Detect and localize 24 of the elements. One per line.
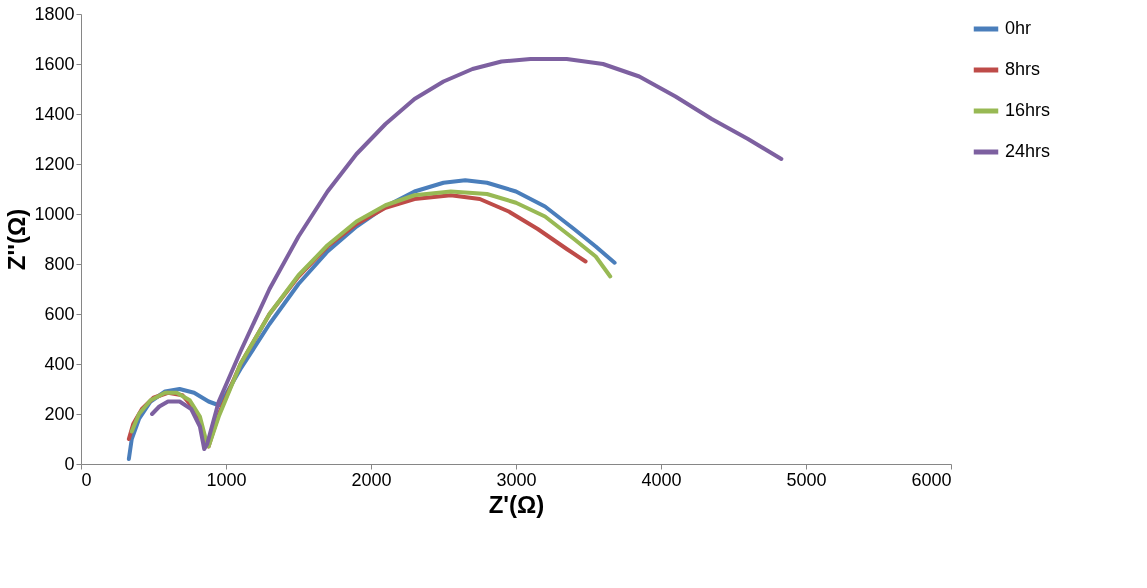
y-tick-label: 1800 <box>34 3 75 24</box>
x-tick-label: 4000 <box>641 469 682 490</box>
legend-label: 16hrs <box>1005 100 1051 120</box>
x-tick-label: 2000 <box>351 469 392 490</box>
y-tick-label: 1000 <box>34 203 75 224</box>
line-series <box>150 57 784 451</box>
y-tick-label: 600 <box>44 303 75 324</box>
legend-label: 0hr <box>1005 18 1032 38</box>
y-tick-label: 1200 <box>34 153 75 174</box>
x-tick-label: 1000 <box>206 469 247 490</box>
y-axis-title: Z''(Ω) <box>3 208 31 271</box>
x-tick-label: 3000 <box>496 469 537 490</box>
x-tick-label: 5000 <box>786 469 827 490</box>
x-tick-label: 0 <box>81 469 92 490</box>
y-tick-label: 0 <box>64 453 75 474</box>
y-tick-label: 800 <box>44 253 75 274</box>
x-tick-label: 6000 <box>911 469 952 490</box>
y-tick-label: 1600 <box>34 53 75 74</box>
y-tick-label: 200 <box>44 403 75 424</box>
y-tick-label: 400 <box>44 353 75 374</box>
y-tick-label: 1400 <box>34 103 75 124</box>
legend-label: 8hrs <box>1005 59 1041 79</box>
x-axis-title: Z'(Ω) <box>488 490 545 518</box>
legend-label: 24hrs <box>1005 141 1051 161</box>
